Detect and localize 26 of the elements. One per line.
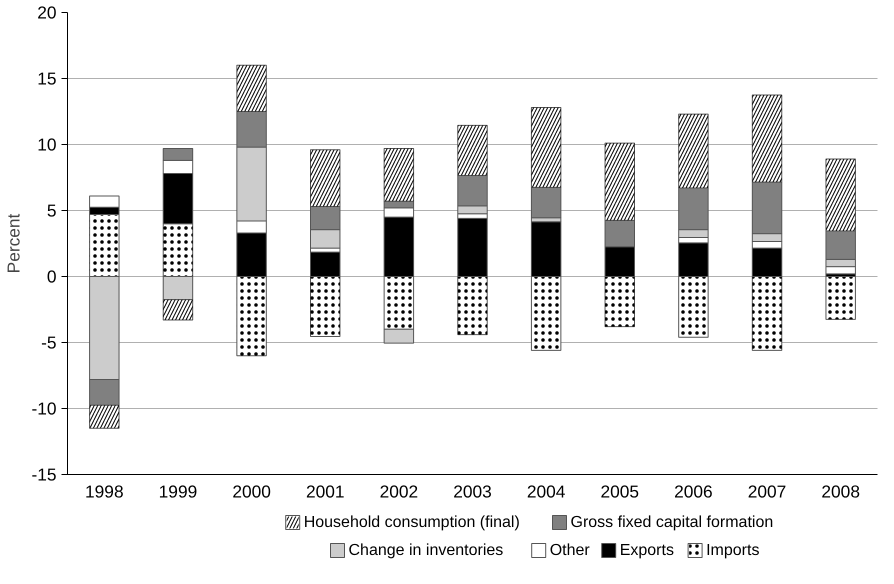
y-tick-label: 15 [37, 68, 57, 88]
x-tick-label: 2008 [821, 482, 860, 502]
legend-label: Household consumption (final) [304, 514, 520, 531]
x-tick-label: 2004 [526, 482, 566, 502]
legend-label: Gross fixed capital formation [570, 514, 774, 531]
x-tick-label: 2001 [306, 482, 345, 502]
y-tick-label: 10 [37, 134, 57, 154]
x-tick-label: 1998 [85, 482, 124, 502]
x-tick-label: 2002 [380, 482, 418, 502]
legend-label: Exports [620, 542, 674, 559]
x-tick-label: 2003 [453, 482, 492, 502]
y-axis-title: Percent [3, 213, 24, 274]
legend-label: Imports [706, 542, 760, 559]
y-tick-label: -10 [31, 398, 56, 418]
y-tick-label: 20 [37, 2, 57, 22]
legend-label: Other [550, 542, 590, 559]
y-tick-label: 0 [46, 266, 57, 286]
y-tick-label: -5 [41, 332, 57, 352]
x-tick-label: 2006 [674, 482, 713, 502]
x-tick-label: 2000 [232, 482, 271, 502]
legend-label: Change in inventories [348, 542, 504, 559]
y-tick-label: 5 [46, 200, 57, 220]
y-tick-label: -15 [31, 464, 56, 484]
x-tick-label: 2005 [600, 482, 640, 502]
x-tick-label: 1999 [158, 482, 198, 502]
x-tick-label: 2007 [748, 482, 786, 502]
